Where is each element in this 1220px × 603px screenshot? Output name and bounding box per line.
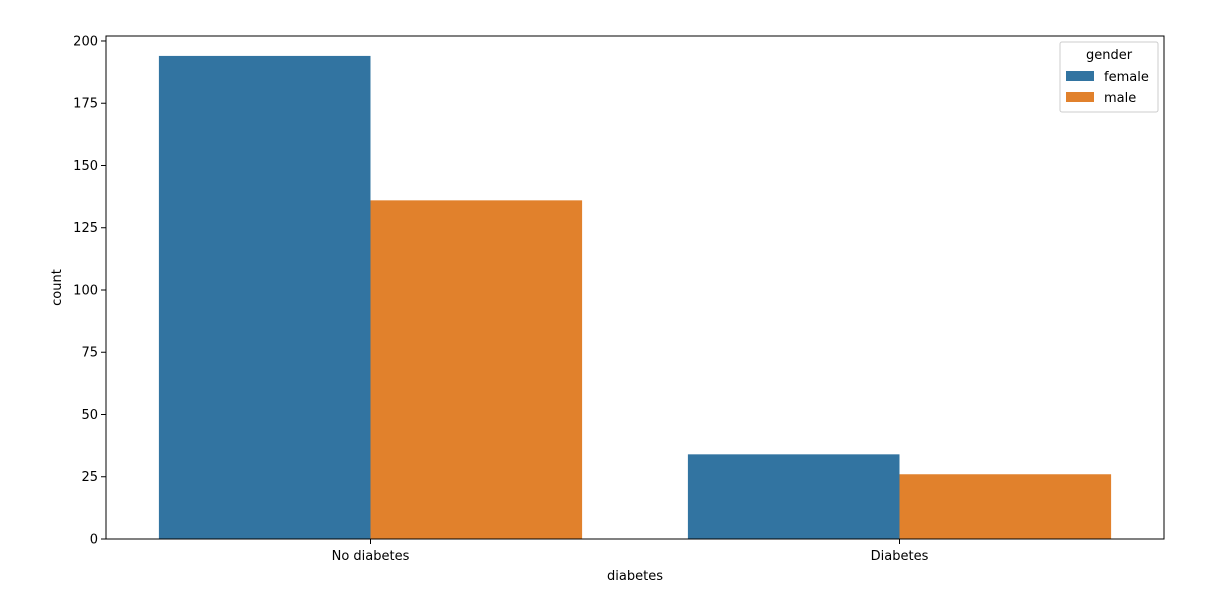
x-axis-label: diabetes bbox=[607, 569, 663, 584]
plot-frame bbox=[105, 35, 1165, 540]
bar-male-no-diabetes bbox=[370, 200, 583, 539]
y-axis-label: count bbox=[50, 269, 65, 306]
x-tick-label: No diabetes bbox=[332, 549, 410, 564]
legend-swatch-male bbox=[1066, 92, 1094, 102]
y-axis: 0 25 50 75 100 125 150 175 200 bbox=[73, 34, 106, 548]
bars-layer bbox=[158, 55, 1112, 540]
y-tick-label: 75 bbox=[81, 346, 98, 361]
y-tick-label: 0 bbox=[90, 533, 98, 548]
y-tick-label: 100 bbox=[73, 283, 98, 298]
legend-swatch-female bbox=[1066, 71, 1094, 81]
y-tick-label: 25 bbox=[81, 470, 98, 485]
y-tick-label: 175 bbox=[73, 97, 98, 112]
x-tick-label: Diabetes bbox=[871, 549, 929, 564]
bar-female-no-diabetes bbox=[158, 55, 371, 540]
legend-label-male: male bbox=[1104, 91, 1136, 106]
x-axis: No diabetes Diabetes bbox=[332, 539, 929, 564]
y-tick-label: 50 bbox=[81, 408, 98, 423]
bar-male-diabetes bbox=[899, 474, 1112, 539]
legend: gender female male bbox=[1059, 41, 1159, 113]
legend-label-female: female bbox=[1104, 70, 1149, 85]
y-tick-label: 200 bbox=[73, 34, 98, 49]
bar-female-diabetes bbox=[687, 454, 900, 539]
y-tick-label: 125 bbox=[73, 221, 98, 236]
y-tick-label: 150 bbox=[73, 159, 98, 174]
legend-title: gender bbox=[1086, 48, 1133, 63]
